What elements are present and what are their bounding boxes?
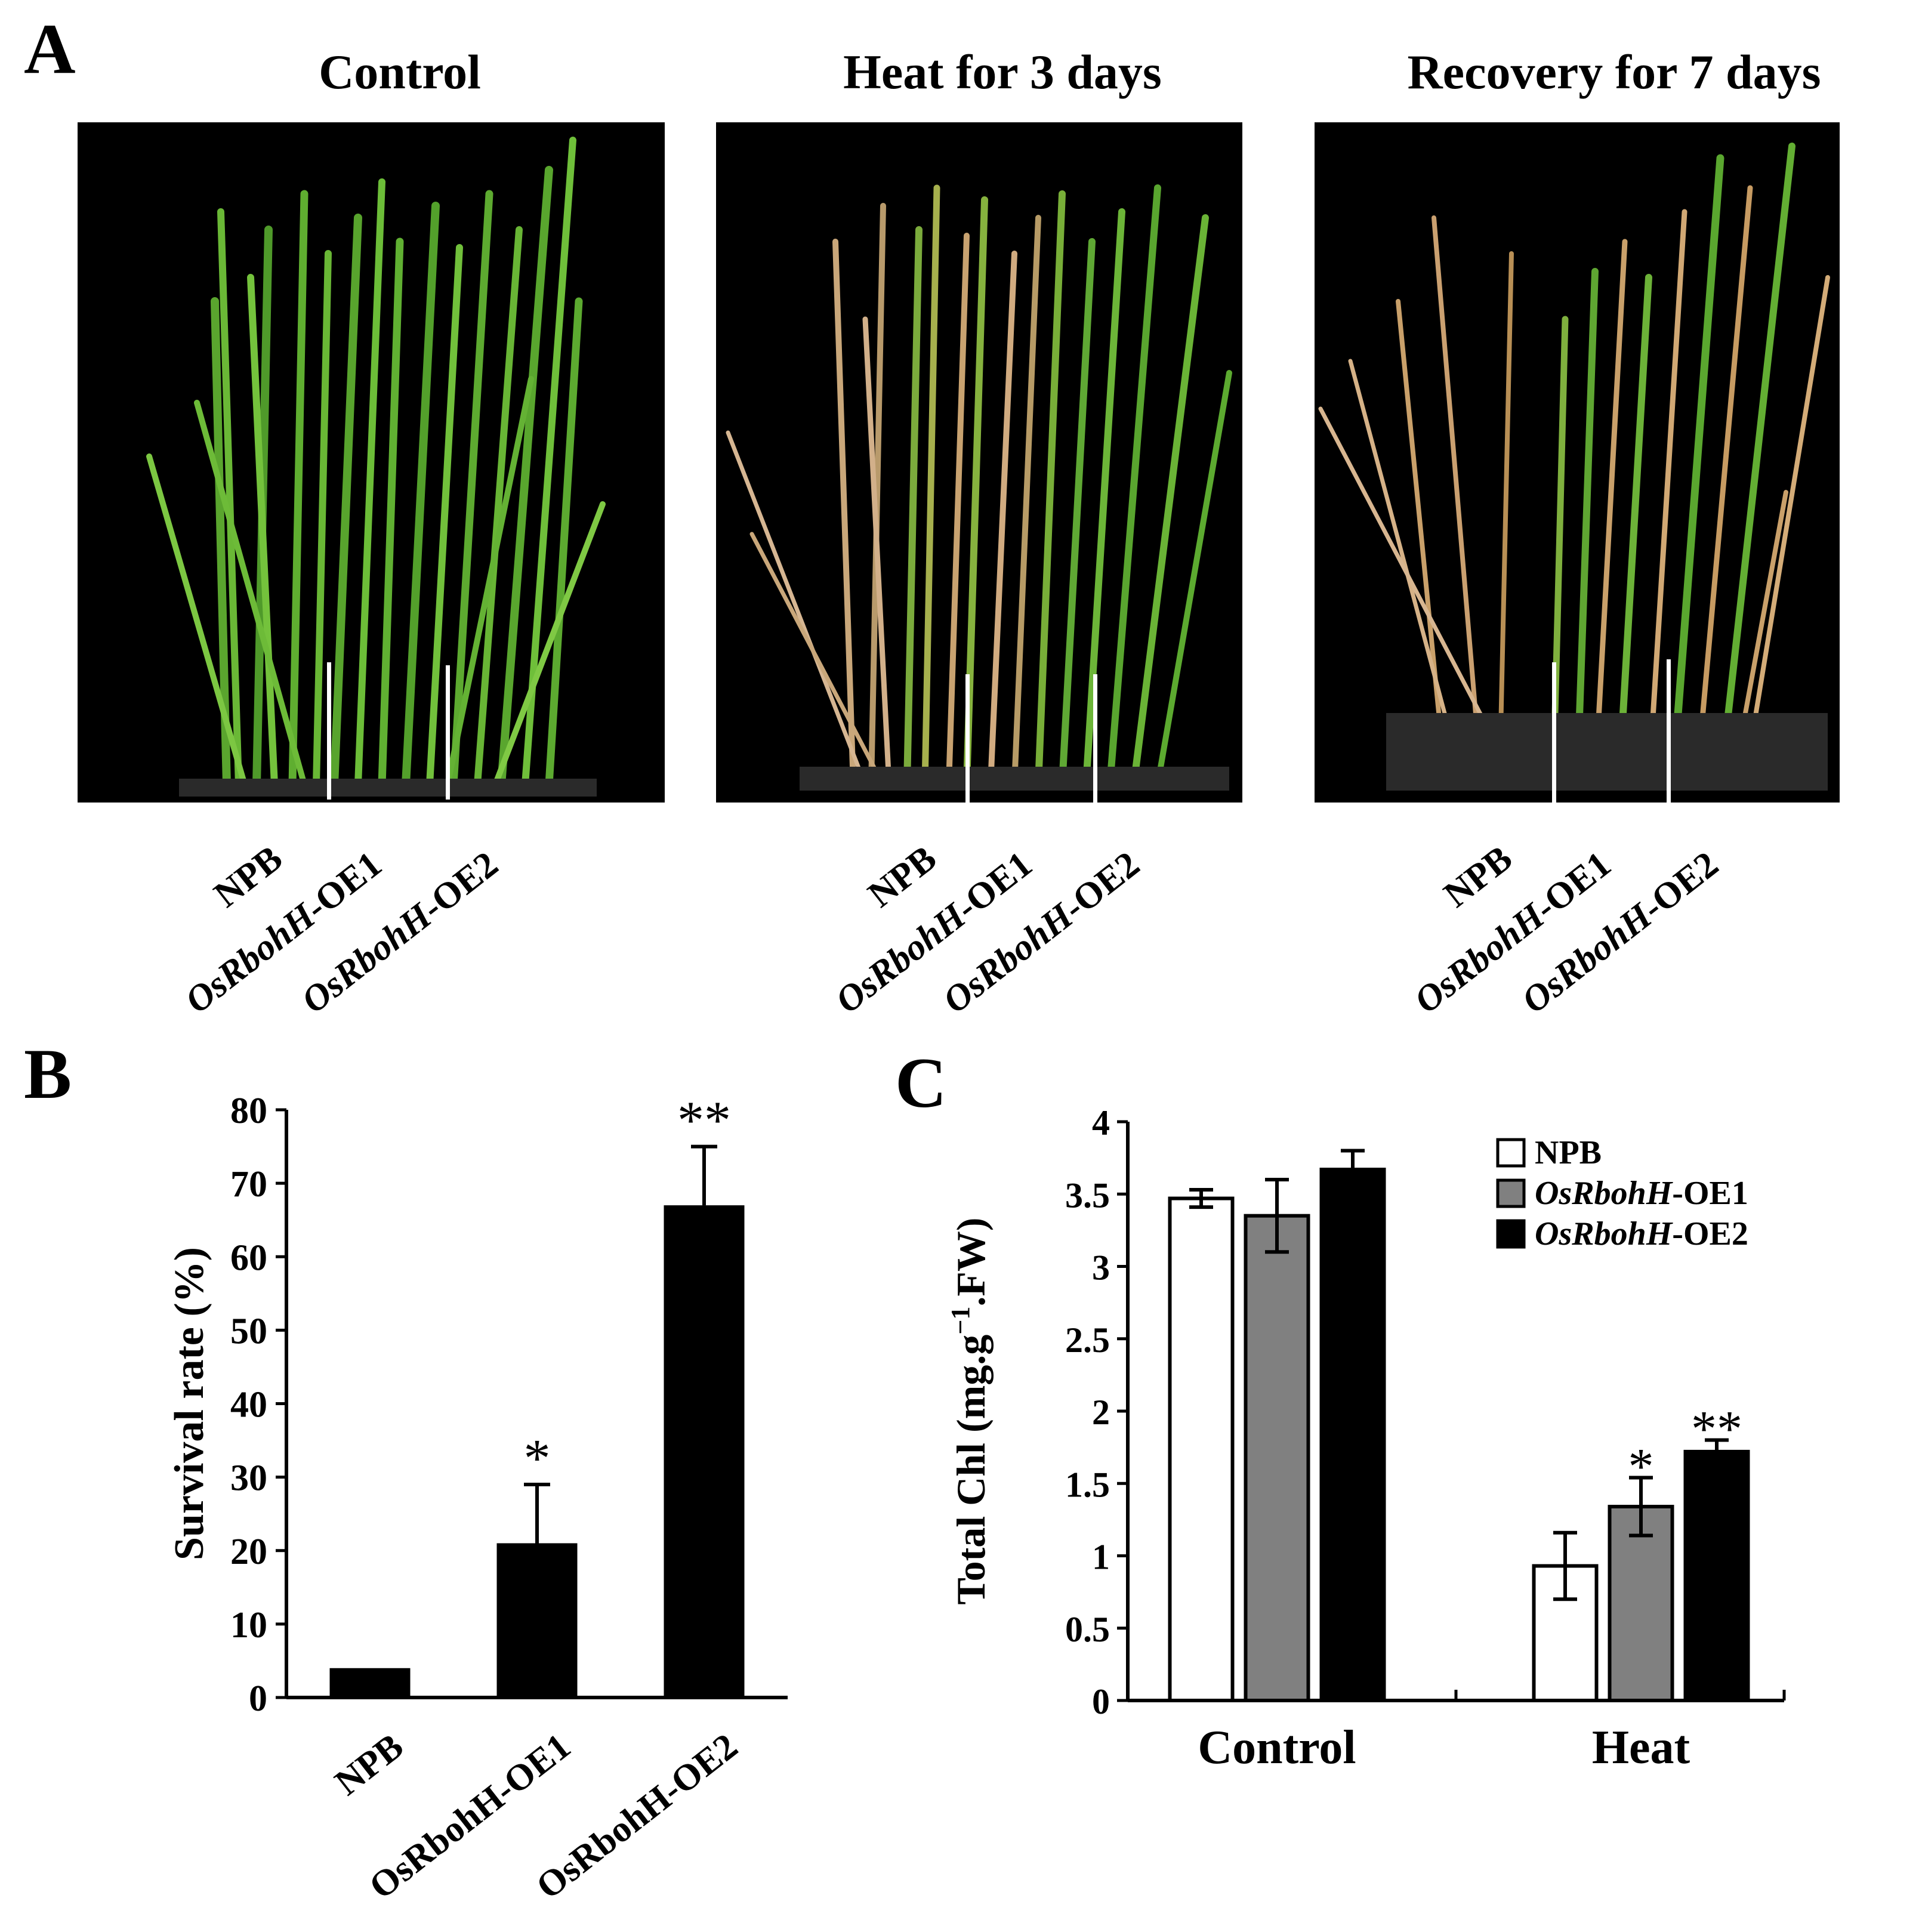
y-axis-label: Total Chl (mg.g−1.FW) bbox=[946, 1217, 994, 1604]
legend-label: NPB bbox=[1535, 1134, 1602, 1171]
photo-title-recovery: Recovery for 7 days bbox=[1407, 45, 1821, 99]
y-tick-label: 0 bbox=[249, 1678, 267, 1719]
x-tick-label: NPB bbox=[328, 1726, 411, 1803]
label-oe2-control: OsRbohH-OE2 bbox=[294, 844, 505, 1021]
x-category-label: Heat bbox=[1592, 1721, 1690, 1774]
y-tick-label: 1.5 bbox=[1065, 1465, 1110, 1504]
y-tick-label: 70 bbox=[230, 1164, 267, 1205]
legend-label: OsRbohH-OE2 bbox=[1535, 1215, 1748, 1252]
bar bbox=[1319, 1168, 1386, 1702]
legend-label: OsRbohH-OE1 bbox=[1535, 1175, 1748, 1212]
panel-b-letter: B bbox=[24, 1034, 72, 1113]
bar bbox=[1168, 1196, 1235, 1702]
photo-title-heat: Heat for 3 days bbox=[843, 45, 1162, 99]
y-tick-label: 1 bbox=[1092, 1538, 1110, 1577]
significance-mark: ** bbox=[677, 1091, 731, 1150]
y-tick-label: 3 bbox=[1092, 1248, 1110, 1288]
total-chl-chart: 0 0.5 1 1.5 2 2.5 3 3.5 4 Total Chl (mg.g−1.FW) Co… bbox=[946, 1103, 1786, 1774]
y-tick-label: 20 bbox=[230, 1532, 267, 1572]
photo-title-control: Control bbox=[319, 45, 481, 99]
y-tick-label: 4 bbox=[1092, 1103, 1110, 1143]
y-tick-label: 40 bbox=[230, 1385, 267, 1425]
bar bbox=[1683, 1449, 1750, 1703]
y-tick-label: 10 bbox=[230, 1605, 267, 1646]
legend-swatch bbox=[1496, 1219, 1526, 1249]
y-tick-label: 80 bbox=[230, 1091, 267, 1131]
y-tick-label: 0.5 bbox=[1065, 1610, 1110, 1649]
significance-mark: * bbox=[524, 1429, 551, 1488]
legend-swatch bbox=[1496, 1138, 1526, 1168]
y-tick-label: 30 bbox=[230, 1458, 267, 1499]
label-oe2-heat: OsRbohH-OE2 bbox=[935, 844, 1147, 1021]
label-oe2-recovery: OsRbohH-OE2 bbox=[1514, 844, 1726, 1021]
x-category-label: Control bbox=[1198, 1721, 1356, 1774]
label-npb-control: NPB bbox=[206, 838, 290, 916]
bar bbox=[1244, 1214, 1310, 1702]
y-tick-label: 0 bbox=[1092, 1682, 1110, 1721]
plant-photo-heat bbox=[716, 122, 1242, 803]
y-tick-label: 2 bbox=[1092, 1393, 1110, 1432]
plant-photo-control bbox=[78, 122, 665, 803]
plant-photo-recovery bbox=[1315, 122, 1840, 803]
significance-mark: * bbox=[1628, 1438, 1654, 1495]
label-npb-recovery: NPB bbox=[1436, 838, 1520, 916]
bar bbox=[664, 1205, 745, 1698]
significance-mark: ** bbox=[1691, 1400, 1742, 1458]
y-tick-label: 2.5 bbox=[1065, 1320, 1110, 1360]
y-axis-label: Survival rate (%) bbox=[166, 1247, 212, 1560]
label-npb-heat: NPB bbox=[860, 838, 944, 916]
y-tick-label: 60 bbox=[230, 1237, 267, 1278]
bar bbox=[1532, 1564, 1599, 1702]
legend-swatch bbox=[1496, 1178, 1526, 1208]
panel-c-letter: C bbox=[895, 1043, 947, 1122]
bar bbox=[329, 1668, 411, 1698]
panel-a-letter: A bbox=[24, 9, 76, 88]
bar bbox=[496, 1543, 578, 1698]
y-tick-label: 50 bbox=[230, 1311, 267, 1351]
y-tick-label: 3.5 bbox=[1065, 1175, 1110, 1215]
